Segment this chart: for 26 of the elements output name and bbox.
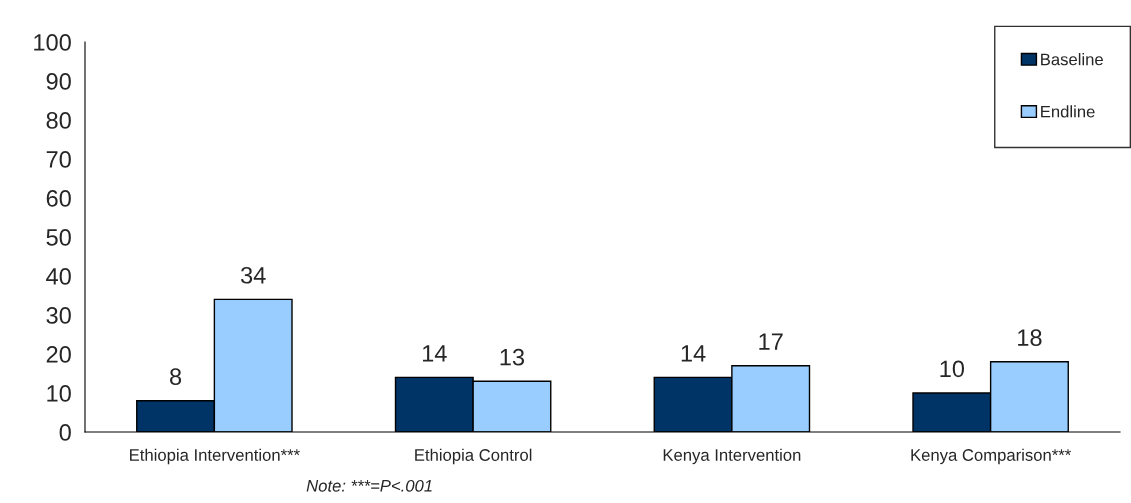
y-tick-label: 0 [59,424,71,441]
x-tick-label: Ethiopia Intervention*** [130,448,300,465]
y-tick-label: 20 [46,346,71,363]
data-label: 17 [759,333,783,350]
y-tick-label: 80 [46,112,71,129]
text: Note: ***=P<.001 [306,479,432,492]
data-label: 13 [500,348,525,366]
x-tick-label: Ethiopia Control [415,448,532,465]
data-label: 14 [681,345,706,362]
y-tick-label: 90 [46,73,71,90]
x-tick-label: Kenya Comparison*** [911,448,1071,465]
y-tick-label: 40 [46,268,71,285]
y-tick-label: 70 [46,151,71,168]
y-tick-label: 30 [46,307,71,324]
data-label: 14 [422,345,447,362]
legend-label: Endline [1041,105,1095,118]
data-label: 10 [940,360,965,378]
legend-label: Baseline [1041,53,1103,66]
data-label: 8 [170,368,182,386]
y-tick-label: 50 [46,229,71,246]
y-tick-label: 10 [47,385,71,402]
y-tick-label: 100 [34,34,71,51]
x-tick-label: Kenya Intervention [663,448,801,465]
data-label: 18 [1018,329,1042,347]
y-tick-label: 60 [46,190,71,207]
data-label: 34 [240,266,266,284]
